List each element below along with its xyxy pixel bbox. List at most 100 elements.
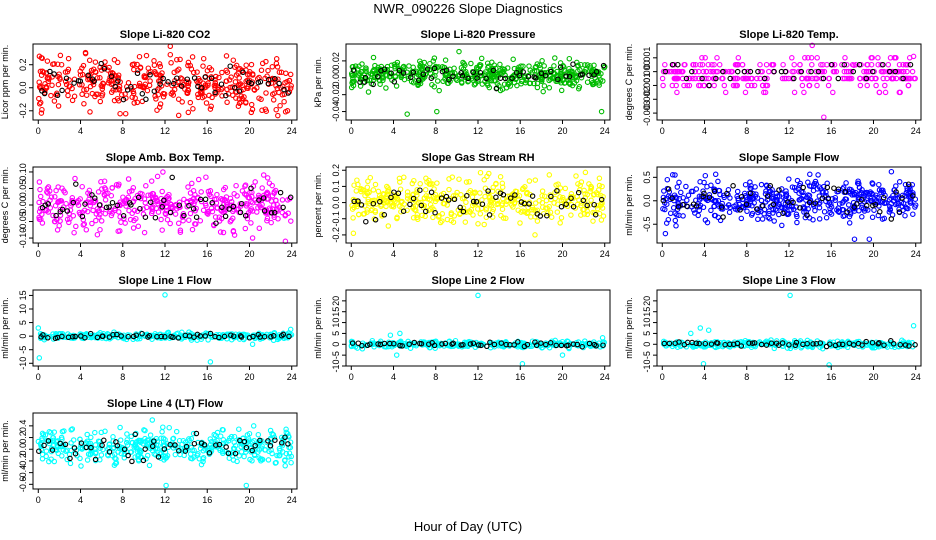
data-points	[348, 292, 607, 367]
data-point	[501, 81, 508, 87]
data-points	[660, 168, 919, 242]
data-point	[770, 61, 776, 68]
data-point	[520, 69, 526, 75]
data-point	[419, 212, 425, 219]
data-point	[246, 195, 253, 201]
data-point	[223, 444, 229, 450]
data-point	[89, 220, 95, 227]
panel-title: Slope Line 2 Flow	[432, 275, 525, 287]
data-point	[80, 222, 87, 228]
data-point	[398, 208, 404, 215]
data-point	[841, 61, 848, 68]
data-point	[165, 79, 171, 85]
data-point	[227, 63, 233, 69]
data-point	[255, 204, 261, 211]
data-point	[54, 92, 61, 99]
panel-title: Slope Li-820 Pressure	[421, 29, 536, 41]
data-point	[818, 75, 825, 82]
data-point	[80, 216, 87, 223]
data-point	[85, 72, 92, 79]
data-point	[880, 75, 886, 82]
data-point	[151, 58, 157, 64]
data-point	[92, 442, 99, 448]
data-point	[160, 424, 166, 430]
data-point	[248, 61, 255, 68]
data-point	[711, 61, 717, 68]
data-point	[45, 209, 52, 215]
data-point	[226, 455, 233, 461]
data-point	[98, 179, 104, 185]
data-point	[44, 189, 50, 195]
data-point	[808, 68, 814, 75]
data-point	[745, 68, 751, 75]
data-points	[660, 292, 918, 368]
data-point	[544, 212, 550, 219]
data-point	[451, 196, 458, 203]
data-point	[380, 191, 387, 197]
data-point	[36, 208, 43, 215]
data-point	[478, 55, 485, 62]
data-point	[103, 190, 109, 197]
data-point	[52, 194, 58, 200]
data-point	[706, 82, 712, 89]
y-axis-label: Licor ppm per min.	[0, 45, 10, 120]
data-point	[285, 90, 291, 96]
data-point	[578, 212, 584, 218]
data-point	[287, 71, 294, 78]
data-point	[372, 217, 379, 223]
y-tick-label: 15	[18, 290, 28, 300]
data-point	[440, 78, 446, 85]
data-point	[805, 55, 811, 61]
x-tick-label: 24	[287, 495, 297, 505]
data-points	[659, 42, 918, 120]
data-point	[94, 231, 101, 238]
data-point	[109, 184, 115, 191]
data-point	[684, 82, 691, 89]
data-point	[428, 75, 435, 81]
data-point	[449, 174, 456, 180]
data-point	[667, 210, 674, 217]
data-point	[224, 99, 230, 106]
data-point	[876, 89, 883, 96]
panel-title: Slope Li-820 Temp.	[739, 29, 838, 41]
y-tick-label: -0.002	[642, 87, 652, 113]
data-point	[190, 206, 197, 212]
data-point	[130, 225, 137, 231]
data-point	[499, 202, 505, 208]
x-tick-label: 4	[78, 372, 83, 382]
data-point	[260, 195, 267, 201]
data-point	[157, 63, 164, 70]
y-tick-label: 5	[642, 331, 652, 336]
data-point	[758, 181, 765, 188]
data-point	[288, 218, 294, 224]
data-point	[584, 79, 591, 85]
data-point	[439, 218, 445, 224]
data-point	[515, 196, 521, 202]
data-point	[670, 205, 677, 211]
data-point	[211, 82, 218, 89]
data-point	[121, 198, 128, 204]
data-point	[720, 68, 726, 75]
y-axis-label: ml/min per min.	[624, 297, 634, 359]
data-point	[258, 96, 264, 103]
x-tick-label: 20	[868, 249, 878, 259]
data-point	[499, 184, 506, 190]
data-point	[273, 60, 280, 67]
data-point	[557, 194, 563, 200]
data-point	[552, 195, 558, 202]
data-point	[814, 55, 820, 61]
data-point	[153, 71, 160, 78]
data-point	[734, 68, 741, 75]
data-point	[108, 89, 115, 96]
data-point	[136, 53, 143, 60]
data-point	[832, 197, 838, 204]
data-point	[185, 184, 191, 190]
data-point	[92, 429, 98, 436]
data-point	[510, 56, 516, 63]
data-point	[708, 207, 714, 214]
data-point	[148, 68, 154, 75]
data-point	[372, 181, 379, 188]
data-point	[493, 85, 500, 92]
data-points	[349, 169, 607, 238]
data-point	[55, 81, 62, 88]
